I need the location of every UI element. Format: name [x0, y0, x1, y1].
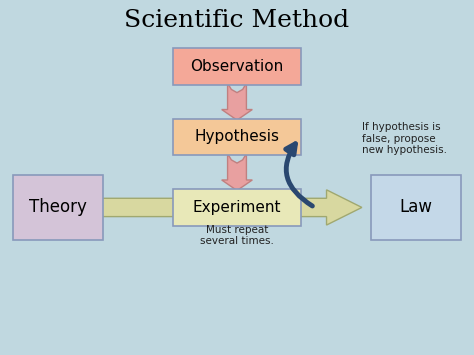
Text: Scientific Method: Scientific Method: [125, 9, 349, 32]
FancyBboxPatch shape: [13, 175, 103, 240]
Text: Law: Law: [400, 198, 433, 217]
FancyBboxPatch shape: [371, 175, 461, 240]
Text: If hypothesis is
false, propose
new hypothesis.: If hypothesis is false, propose new hypo…: [362, 122, 447, 155]
Text: Theory: Theory: [29, 198, 87, 217]
FancyBboxPatch shape: [173, 189, 301, 226]
Text: Hypothesis: Hypothesis: [194, 130, 280, 144]
Polygon shape: [222, 83, 252, 120]
Text: Experiment: Experiment: [193, 200, 281, 215]
FancyBboxPatch shape: [173, 48, 301, 85]
Text: Must repeat
several times.: Must repeat several times.: [200, 225, 274, 246]
Polygon shape: [18, 190, 362, 225]
Polygon shape: [222, 154, 252, 191]
Text: Observation: Observation: [191, 59, 283, 74]
FancyBboxPatch shape: [173, 119, 301, 155]
